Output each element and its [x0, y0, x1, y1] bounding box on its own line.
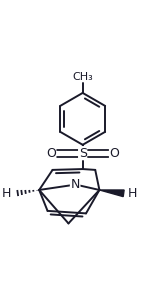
Text: H: H [2, 187, 12, 200]
Text: CH₃: CH₃ [72, 72, 93, 82]
Text: N: N [70, 178, 80, 192]
Text: H: H [128, 187, 137, 200]
Polygon shape [99, 190, 124, 197]
Text: O: O [110, 147, 119, 160]
Text: S: S [79, 147, 87, 160]
Text: O: O [46, 147, 56, 160]
